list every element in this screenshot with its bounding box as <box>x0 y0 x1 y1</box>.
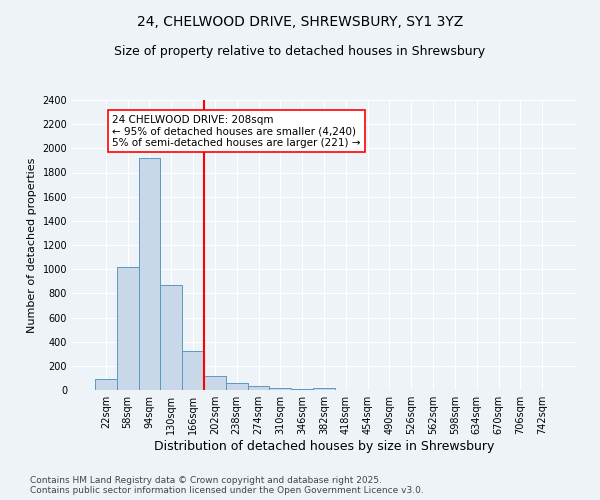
X-axis label: Distribution of detached houses by size in Shrewsbury: Distribution of detached houses by size … <box>154 440 494 453</box>
Bar <box>117 267 139 390</box>
Bar <box>313 388 335 390</box>
Bar <box>248 386 269 390</box>
Text: 24, CHELWOOD DRIVE, SHREWSBURY, SY1 3YZ: 24, CHELWOOD DRIVE, SHREWSBURY, SY1 3YZ <box>137 15 463 29</box>
Bar <box>139 158 160 390</box>
Bar <box>291 389 313 390</box>
Text: Contains HM Land Registry data © Crown copyright and database right 2025.
Contai: Contains HM Land Registry data © Crown c… <box>30 476 424 495</box>
Bar <box>182 352 204 390</box>
Text: 24 CHELWOOD DRIVE: 208sqm
← 95% of detached houses are smaller (4,240)
5% of sem: 24 CHELWOOD DRIVE: 208sqm ← 95% of detac… <box>112 114 361 148</box>
Bar <box>226 384 248 390</box>
Bar <box>160 285 182 390</box>
Y-axis label: Number of detached properties: Number of detached properties <box>27 158 37 332</box>
Bar <box>269 388 291 390</box>
Bar <box>204 376 226 390</box>
Text: Size of property relative to detached houses in Shrewsbury: Size of property relative to detached ho… <box>115 45 485 58</box>
Bar <box>95 379 117 390</box>
